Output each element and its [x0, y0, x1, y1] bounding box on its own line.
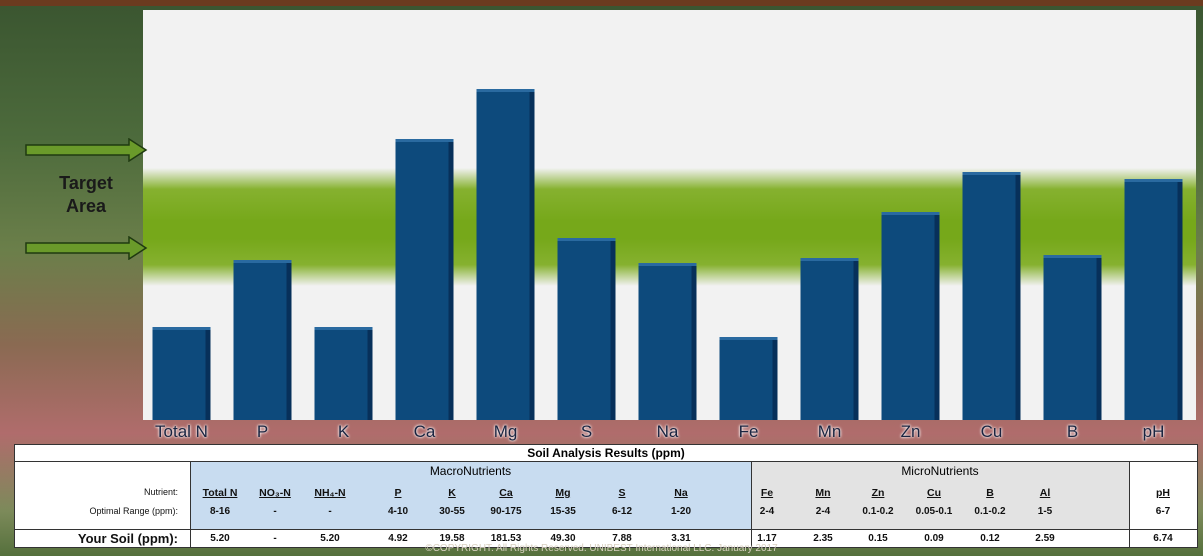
bar-cu: [962, 172, 1021, 420]
optimal-range-cell: 6-7: [1155, 506, 1171, 517]
separator-ph: [1129, 461, 1130, 547]
bar-fe: [719, 337, 778, 420]
x-label-p: P: [256, 422, 269, 441]
col-header: S: [618, 487, 626, 499]
soil-value-cell: 4.92: [388, 533, 408, 544]
x-label-cu: Cu: [980, 422, 1003, 441]
optimal-range-cell: 0.05-0.1: [915, 506, 953, 517]
soil-value-cell: 2.35: [813, 533, 833, 544]
col-header: Fe: [760, 487, 774, 499]
target-upper-arrow-icon: [25, 138, 148, 162]
soil-value-cell: 0.09: [924, 533, 944, 544]
col-header: Al: [1039, 487, 1051, 499]
col-header: Ca: [499, 487, 513, 499]
x-label-fe: Fe: [738, 422, 759, 441]
top-frame-band: [0, 0, 1203, 6]
col-header: Mg: [555, 487, 571, 499]
target-lower-arrow-icon: [25, 236, 148, 260]
target-area-label: Target Area: [46, 172, 126, 218]
col-header: K: [448, 487, 456, 499]
col-header: NO₃-N: [259, 487, 291, 499]
bar-p: [233, 260, 292, 420]
soil-value-cell: 3.31: [671, 533, 691, 544]
soil-row-divider: [15, 529, 1197, 530]
soil-value-cell: 7.88: [612, 533, 632, 544]
bar-na: [638, 263, 697, 420]
optimal-range-cell: -: [273, 506, 277, 517]
bar-zn: [881, 212, 940, 420]
target-label-line1: Target: [59, 173, 113, 193]
bar-ph: [1124, 179, 1183, 420]
bar-k: [314, 327, 373, 420]
x-label-s: S: [580, 422, 593, 441]
soil-value-cell: 2.59: [1035, 533, 1055, 544]
col-header: Zn: [871, 487, 885, 499]
soil-value-cell: 6.74: [1153, 533, 1173, 544]
bar-total-n: [152, 327, 211, 420]
x-label-ph: pH: [1142, 422, 1165, 441]
optimal-range-cell: 2-4: [759, 506, 775, 517]
x-label-total-n: Total N: [155, 422, 208, 441]
separator-macro: [190, 461, 191, 547]
x-label-na: Na: [656, 422, 679, 441]
col-header: Cu: [927, 487, 941, 499]
x-label-b: B: [1066, 422, 1079, 441]
col-header: Mn: [815, 487, 831, 499]
soil-value-cell: 0.12: [980, 533, 1000, 544]
macro-nutrients-label: MacroNutrients: [429, 464, 512, 478]
x-label-zn: Zn: [900, 422, 921, 441]
row-label-nutrient: Nutrient:: [143, 487, 178, 497]
bar-mg: [476, 89, 535, 420]
micro-nutrients-label: MicroNutrients: [901, 464, 979, 478]
optimal-range-cell: 1-20: [670, 506, 691, 517]
soil-value-cell: 0.15: [868, 533, 888, 544]
col-header: Total N: [202, 487, 238, 499]
soil-value-cell: 5.20: [320, 533, 340, 544]
optimal-range-cell: 4-10: [387, 506, 408, 517]
bar-s: [557, 238, 616, 420]
bar-chart-svg: [152, 89, 1183, 420]
optimal-range-cell: -: [328, 506, 332, 517]
macro-nutrients-background: [190, 461, 751, 529]
copyright-text: ©COPYRIGHT. All Rights Reserved. UNIBEST…: [425, 543, 778, 554]
optimal-range-cell: 90-175: [490, 506, 522, 517]
soil-value-cell: 1.17: [757, 533, 777, 544]
bar-ca: [395, 139, 454, 420]
target-label-line2: Area: [65, 196, 107, 216]
optimal-range-cell: 15-35: [550, 506, 576, 517]
optimal-range-cell: 30-55: [439, 506, 465, 517]
separator-micro: [751, 461, 752, 547]
soil-value-cell: 19.58: [439, 533, 465, 544]
soil-analysis-table: Soil Analysis Results (ppm) MacroNutrien…: [14, 444, 1198, 548]
col-header: NH₄-N: [314, 487, 346, 499]
soil-value-cell: 181.53: [490, 533, 522, 544]
col-header: pH: [1156, 487, 1170, 499]
col-header: Na: [674, 487, 688, 499]
x-label-k: K: [337, 422, 350, 441]
soil-value-cell: 49.30: [550, 533, 576, 544]
optimal-range-cell: 0.1-0.2: [974, 506, 1006, 517]
table-title: Soil Analysis Results (ppm): [15, 445, 1197, 462]
row-label-optimal: Optimal Range (ppm):: [89, 506, 178, 516]
bar-b: [1043, 255, 1102, 420]
col-header: P: [394, 487, 402, 499]
soil-value-cell: -: [273, 533, 277, 544]
row-label-soil: Your Soil (ppm):: [77, 531, 178, 546]
optimal-range-cell: 0.1-0.2: [862, 506, 894, 517]
col-header: B: [986, 487, 994, 499]
optimal-range-cell: 6-12: [611, 506, 632, 517]
bar-mn: [800, 258, 859, 420]
optimal-range-cell: 8-16: [209, 506, 230, 517]
chart-plot-area: [143, 10, 1196, 420]
micro-nutrients-background: [751, 461, 1129, 529]
x-label-mg: Mg: [493, 422, 518, 441]
optimal-range-cell: 1-5: [1037, 506, 1053, 517]
x-label-mn: Mn: [817, 422, 842, 441]
soil-value-cell: 5.20: [210, 533, 230, 544]
optimal-range-cell: 2-4: [815, 506, 831, 517]
x-label-ca: Ca: [413, 422, 436, 441]
